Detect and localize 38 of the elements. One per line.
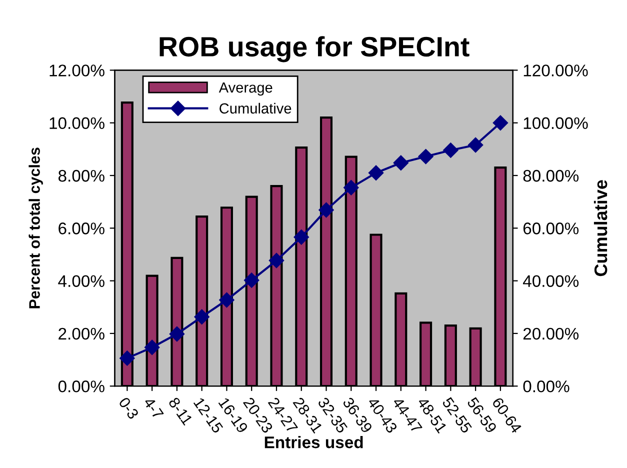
- point: [268, 252, 284, 268]
- y2-tick-label: 60.00%: [523, 222, 579, 234]
- chart-title: ROB usage for SPECInt: [160, 36, 470, 62]
- point: [219, 292, 234, 308]
- point: [468, 137, 484, 153]
- point: [492, 115, 508, 130]
- point: [144, 340, 160, 355]
- y-axis-title: Percent of total cycles: [28, 148, 43, 308]
- y-tick-label: 12.00%: [50, 64, 104, 76]
- legend-label: Average: [218, 82, 272, 96]
- point: [443, 142, 458, 158]
- point: [418, 148, 434, 164]
- point: [318, 202, 334, 218]
- y2-axis-title: Cumulative: [594, 180, 608, 276]
- x-axis-title: Entries used: [264, 436, 363, 448]
- point: [169, 326, 185, 342]
- point: [344, 180, 359, 196]
- y2-tick-label: 20.00%: [523, 328, 579, 340]
- point: [393, 155, 408, 170]
- x-tick-label: 4-7: [143, 396, 164, 420]
- y-tick-label: 6.00%: [58, 222, 104, 234]
- point: [244, 272, 260, 288]
- y2-tick-label: 100.00%: [524, 117, 588, 130]
- point: [368, 165, 384, 180]
- x-tick-label: 0-3: [118, 396, 140, 420]
- legend-label: Cumulative: [220, 102, 292, 114]
- y2-tick-label: 40.00%: [522, 275, 579, 288]
- y-tick-label: 2.00%: [58, 328, 104, 340]
- point: [120, 350, 135, 366]
- point: [194, 309, 210, 324]
- y-tick-label: 0.00%: [58, 380, 104, 392]
- y-tick-label: 10.00%: [50, 117, 104, 130]
- point: [294, 230, 309, 245]
- y2-tick-label: 0.00%: [523, 380, 570, 392]
- y-tick-label: 8.00%: [58, 170, 104, 182]
- y-tick-label: 4.00%: [58, 275, 104, 288]
- y2-tick-label: 120.00%: [524, 64, 588, 76]
- y2-tick-label: 80.00%: [523, 170, 579, 182]
